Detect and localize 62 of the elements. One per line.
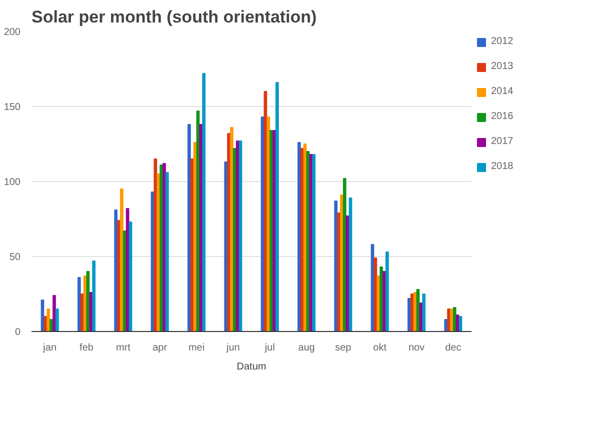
bar — [187, 124, 191, 332]
legend-label: 2018 — [491, 161, 514, 172]
bar — [309, 154, 313, 332]
bar — [266, 116, 270, 332]
x-tick-label: jun — [225, 342, 240, 354]
bar — [162, 163, 166, 332]
bar — [236, 140, 240, 332]
x-tick-label: mei — [188, 342, 205, 354]
legend-label: 2017 — [491, 136, 514, 147]
x-tick-label: aug — [298, 342, 315, 354]
bar — [202, 73, 206, 332]
bar — [385, 252, 389, 332]
chart-title: Solar per month (south orientation) — [32, 8, 317, 26]
bar — [275, 82, 279, 332]
bar — [55, 308, 59, 332]
x-tick-label: feb — [80, 342, 94, 354]
bar — [165, 172, 169, 332]
bar — [190, 158, 194, 332]
bar — [199, 124, 203, 332]
bar — [270, 130, 273, 332]
y-tick-label: 150 — [4, 102, 21, 113]
y-tick-label: 200 — [4, 27, 21, 38]
x-tick-label: mrt — [116, 342, 131, 354]
bar — [227, 133, 230, 332]
bar — [342, 178, 346, 332]
bar — [380, 266, 383, 332]
bar — [260, 116, 264, 332]
x-tick-label: dec — [445, 342, 462, 354]
bar — [297, 142, 301, 332]
bar — [114, 210, 118, 332]
bar — [272, 130, 276, 332]
y-tick-label: 50 — [9, 252, 21, 263]
legend-label: 2012 — [491, 36, 514, 47]
y-tick-label: 0 — [14, 327, 21, 338]
bar — [77, 277, 81, 332]
bar — [303, 144, 307, 332]
bar — [312, 154, 316, 332]
bar — [193, 142, 197, 332]
bar — [300, 148, 304, 332]
bar — [120, 188, 124, 332]
x-tick-label: nov — [408, 342, 425, 354]
bar — [150, 192, 154, 332]
bar — [422, 294, 426, 332]
legend-label: 2016 — [491, 111, 514, 122]
bar — [230, 127, 234, 332]
bar — [46, 308, 50, 332]
bar — [126, 208, 130, 332]
y-tick-label: 100 — [4, 177, 21, 188]
legend-label: 2013 — [491, 61, 514, 72]
x-tick-label: sep — [335, 342, 352, 354]
x-tick-label: jul — [264, 342, 275, 354]
bar — [334, 200, 338, 332]
x-tick-label: okt — [373, 342, 387, 354]
bar — [452, 307, 456, 332]
bar — [232, 148, 236, 332]
bar — [92, 260, 96, 332]
x-tick-label: jan — [42, 342, 57, 354]
legend-label: 2014 — [491, 86, 514, 97]
x-axis-title: Datum — [236, 362, 266, 372]
bar — [238, 140, 242, 332]
bar — [52, 295, 56, 332]
x-tick-label: apr — [152, 342, 168, 354]
